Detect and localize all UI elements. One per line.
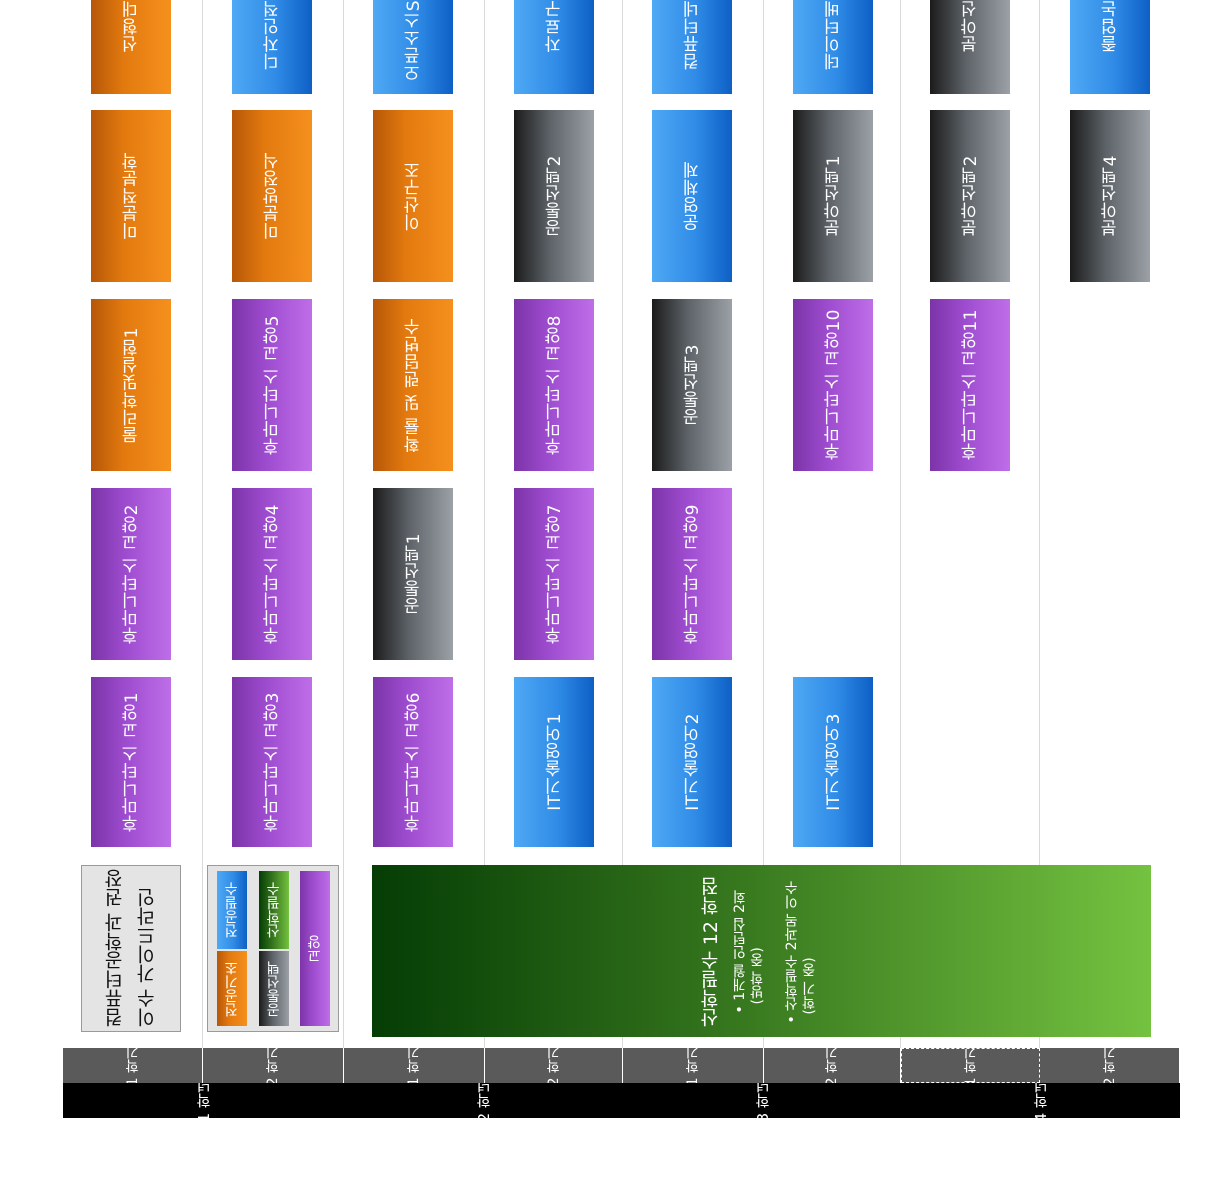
course-common-elective: 분야선택4 bbox=[1070, 110, 1150, 282]
column-divider bbox=[763, 0, 764, 1048]
course-major-required: 운영체제 bbox=[652, 110, 732, 282]
course-common-elective: 분야선택1 bbox=[793, 110, 873, 282]
course-liberal-arts: 후마니타스 교양6 bbox=[373, 677, 453, 847]
course-liberal-arts: 후마니타스 교양7 bbox=[514, 488, 594, 660]
course-liberal-arts: 후마니타스 교양1 bbox=[91, 677, 171, 847]
page-title: 컴퓨터공학과 권장 이수 가이드라인 bbox=[81, 865, 181, 1032]
legend-liberal-arts: 교양 bbox=[300, 871, 330, 1026]
semester-label: 2 학기 bbox=[203, 1048, 344, 1083]
course-major-basic-cut: 선형대 bbox=[91, 0, 171, 94]
course-major-basic: 미분적분학 bbox=[91, 110, 171, 282]
semester-label: 1 학기 bbox=[63, 1048, 203, 1083]
column-divider bbox=[343, 0, 344, 1048]
course-liberal-arts: 후마니타스 교양4 bbox=[232, 488, 312, 660]
course-liberal-arts: 후마니타스 교양8 bbox=[514, 299, 594, 471]
course-major-required: IT기술영어3 bbox=[793, 677, 873, 847]
column-divider bbox=[1039, 0, 1040, 1048]
course-liberal-arts: 후마니타스 교양5 bbox=[232, 299, 312, 471]
semester-label: 2 학기 bbox=[1040, 1048, 1180, 1083]
semester-label: 2 학기 bbox=[485, 1048, 623, 1083]
course-major-required-cut: 데이터베 bbox=[793, 0, 873, 94]
industry-bullet-courses: • 산학필수 2과목 이수 (학기 중) bbox=[784, 880, 818, 1024]
legend-major-required: 전공필수 bbox=[217, 871, 247, 949]
course-major-basic: 확률 및 랜덤변수 bbox=[373, 299, 453, 471]
course-major-required-cut: 자료구 bbox=[514, 0, 594, 94]
column-divider bbox=[900, 0, 901, 1048]
course-common-elective: 공통선택1 bbox=[373, 488, 453, 660]
legend-industry-required: 산학필수 bbox=[259, 871, 289, 949]
course-common-elective: 분야선택2 bbox=[930, 110, 1010, 282]
industry-required-heading: 산학필수 12 학점 bbox=[699, 876, 722, 1028]
course-major-required: IT기술영어2 bbox=[652, 677, 732, 847]
course-major-basic: 미분방정식 bbox=[232, 110, 312, 282]
semester-label: 1 학기 bbox=[344, 1048, 485, 1083]
course-liberal-arts: 후마니타스 교양9 bbox=[652, 488, 732, 660]
course-common-elective-cut: 분야선 bbox=[930, 0, 1010, 94]
course-major-required: IT기술영어1 bbox=[514, 677, 594, 847]
semester-label: 1 학기 bbox=[901, 1048, 1040, 1083]
semester-label: 1 학기 bbox=[623, 1048, 764, 1083]
course-major-basic: 물리학및실험1 bbox=[91, 299, 171, 471]
year-label: 2 학년 bbox=[344, 1083, 623, 1118]
course-major-required-cut: 디자인적 bbox=[232, 0, 312, 94]
year-label: 3 학년 bbox=[623, 1083, 901, 1118]
course-major-basic: 이산구조 bbox=[373, 110, 453, 282]
semester-label: 2 학기 bbox=[764, 1048, 901, 1083]
column-divider bbox=[202, 0, 203, 1048]
course-common-elective: 공통선택3 bbox=[652, 299, 732, 471]
legend-common-elective: 공통선택 bbox=[259, 951, 289, 1026]
course-major-required-cut: 컴퓨터네 bbox=[652, 0, 732, 94]
course-liberal-arts: 후마니타스 교양11 bbox=[930, 299, 1010, 471]
industry-required-block bbox=[372, 865, 1151, 1037]
legend-major-basic: 전공기초 bbox=[217, 951, 247, 1026]
industry-bullet-internship: • 1개월 인턴십 2회 (방학 중) bbox=[732, 890, 766, 1014]
year-label: 4 학년 bbox=[901, 1083, 1180, 1118]
course-common-elective: 공통선택2 bbox=[514, 110, 594, 282]
page-title-line2: 이수 가이드라인 bbox=[136, 888, 158, 1028]
page-title-line1: 컴퓨터공학과 권장 bbox=[103, 869, 126, 1028]
course-liberal-arts: 후마니타스 교양3 bbox=[232, 677, 312, 847]
column-divider bbox=[622, 0, 623, 1048]
course-liberal-arts: 후마니타스 교양10 bbox=[793, 299, 873, 471]
column-divider bbox=[484, 0, 485, 1048]
year-label: 1 학년 bbox=[63, 1083, 344, 1118]
course-major-required-cut: 졸업논 bbox=[1070, 0, 1150, 94]
course-major-required-cut: 오픈소스S bbox=[373, 0, 453, 94]
course-liberal-arts: 후마니타스 교양2 bbox=[91, 488, 171, 660]
